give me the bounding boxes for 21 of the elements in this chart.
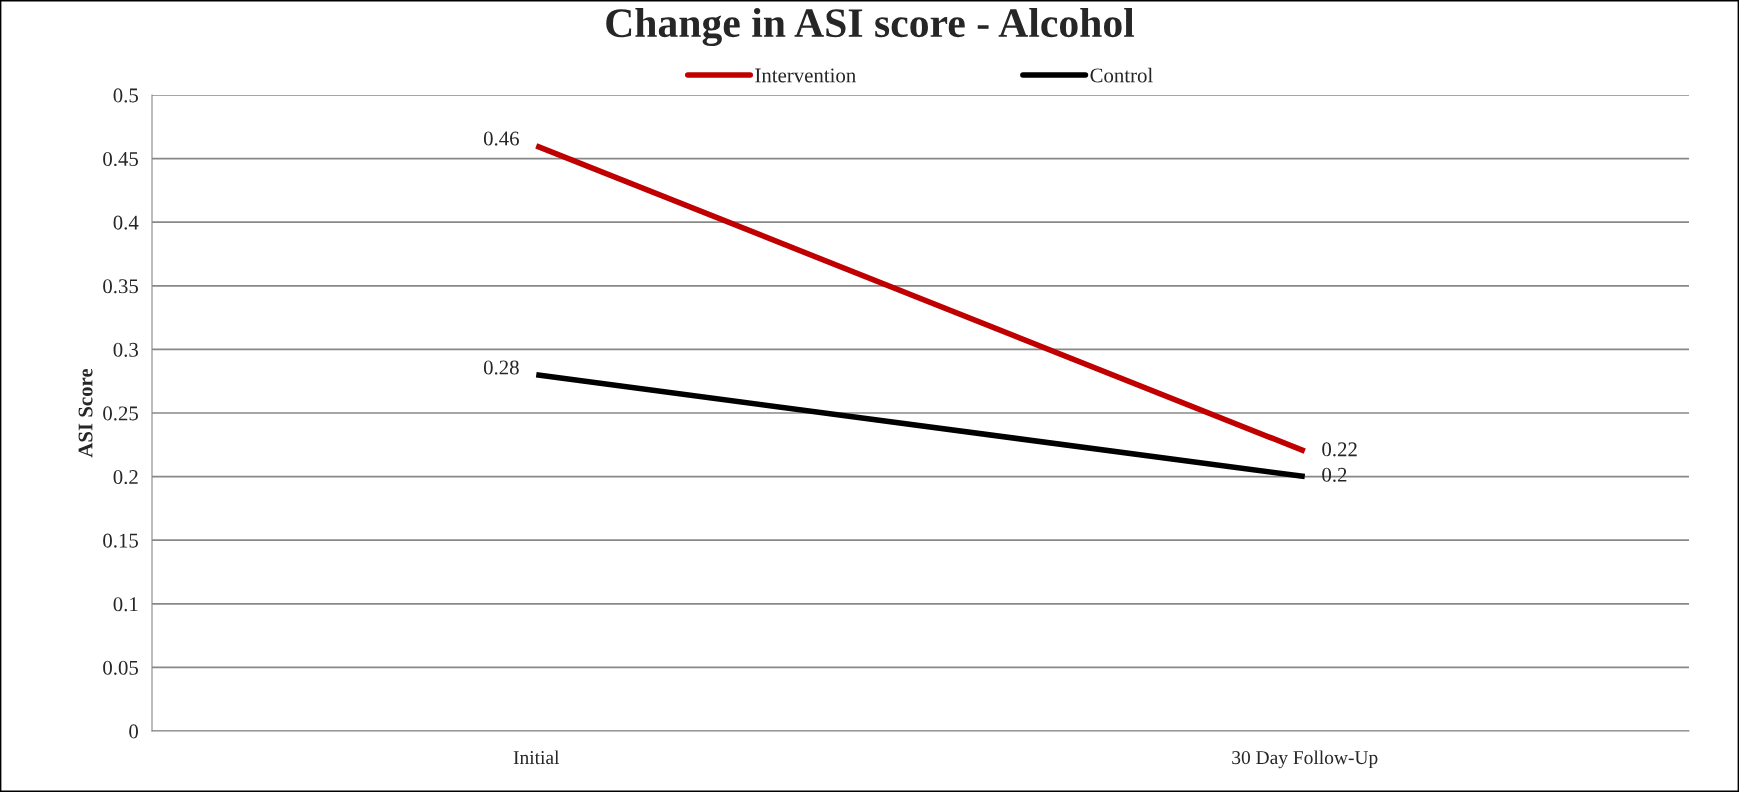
data-label: 0.28 bbox=[483, 360, 519, 375]
y-tick-label: 0.45 bbox=[103, 151, 138, 167]
y-tick-label: 0 bbox=[129, 724, 139, 739]
data-label: 0.46 bbox=[483, 131, 519, 146]
data-label: 0.22 bbox=[1322, 442, 1357, 457]
y-tick-label: 0.5 bbox=[113, 88, 138, 103]
data-label: 0.2 bbox=[1322, 467, 1347, 482]
x-tick-label: 30 Day Follow-Up bbox=[1232, 750, 1378, 769]
y-tick-label: 0.35 bbox=[103, 279, 138, 294]
legend-label: Control bbox=[1090, 67, 1153, 83]
y-tick-label: 0.2 bbox=[113, 469, 138, 485]
y-axis-title: ASI Score bbox=[78, 368, 93, 458]
chart-title: Change in ASI score - Alcohol bbox=[606, 7, 1135, 47]
x-tick-label: Initial bbox=[513, 750, 560, 765]
y-tick-label: 0.05 bbox=[103, 660, 138, 675]
y-tick-label: 0.3 bbox=[113, 342, 138, 357]
y-tick-label: 0.1 bbox=[113, 597, 138, 612]
y-tick-label: 0.25 bbox=[103, 406, 138, 421]
y-tick-label: 0.4 bbox=[113, 215, 139, 230]
legend-label: Intervention bbox=[755, 68, 856, 83]
y-tick-label: 0.15 bbox=[103, 533, 138, 548]
